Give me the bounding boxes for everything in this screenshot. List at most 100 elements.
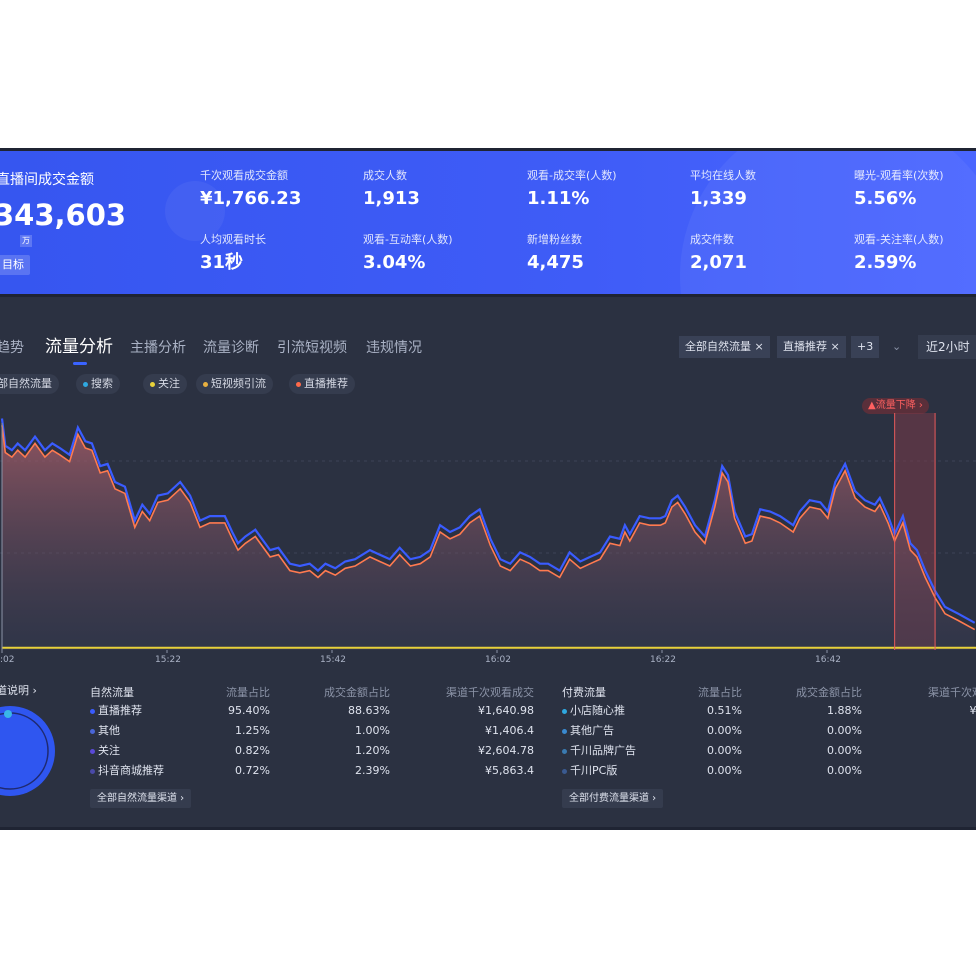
legend-label: 短视频引流 [211, 377, 266, 390]
kpi-label: 新增粉丝数 [527, 233, 582, 246]
x-tick-label: 16:02 [485, 655, 511, 665]
kpi-card: 观看-互动率(人数) 3.04% [363, 233, 453, 274]
unit-badge: 万 [20, 235, 32, 247]
legend-dot-icon [150, 381, 155, 387]
time-range-select[interactable]: 近2小时 [918, 335, 976, 359]
banner-decoration [680, 151, 976, 294]
cell-share: 1.25% [235, 724, 270, 737]
tab-1[interactable]: 流量分析 [45, 337, 113, 365]
kpi-value: 31秒 [200, 252, 244, 273]
legend-chip[interactable]: 搜索 [76, 374, 120, 394]
table-row[interactable]: 千川品牌广告 0.00% 0.00% [562, 744, 976, 764]
kpi-label: 观看-互动率(人数) [363, 233, 453, 246]
channel-dot-icon [90, 748, 95, 754]
filter-tag[interactable]: 全部自然流量 × [679, 336, 770, 358]
legend-chip[interactable]: 关注 [143, 374, 187, 394]
channel-name: 小店随心推 [570, 704, 625, 717]
kpi-card: 新增粉丝数 4,475 [527, 233, 584, 274]
channel-name-cell: 关注 [90, 744, 120, 758]
column-header: 付费流量 [562, 686, 606, 699]
legend-chip[interactable]: 短视频引流 [196, 374, 273, 394]
kpi-value: ¥1,766.23 [200, 188, 302, 209]
channel-dot-icon [562, 708, 567, 714]
table-row[interactable]: 其他 1.25% 1.00% ¥1,406.4 [90, 724, 540, 744]
main-metric-value: 343,603 [0, 198, 127, 232]
table-row[interactable]: 抖音商城推荐 0.72% 2.39% ¥5,863.4 [90, 764, 540, 784]
table-row[interactable]: 千川PC版 0.00% 0.00% [562, 764, 976, 784]
legend-label: 关注 [158, 377, 180, 390]
goal-button[interactable]: 目标 [0, 255, 30, 275]
x-tick-label: 16:42 [815, 655, 841, 665]
all-channels-button[interactable]: 全部自然流量渠道 › [90, 789, 192, 808]
channel-name-cell: 千川PC版 [562, 764, 617, 778]
channel-name-cell: 其他 [90, 724, 120, 738]
channel-name-cell: 抖音商城推荐 [90, 764, 164, 778]
channel-dot-icon [90, 768, 95, 774]
tab-5[interactable]: 违规情况 [366, 340, 422, 356]
channel-name-cell: 直播推荐 [90, 704, 142, 718]
cell-cpm: ¥2,604.78 [478, 744, 534, 757]
channel-name-cell: 小店随心推 [562, 704, 625, 718]
channel-dot-icon [90, 728, 95, 734]
expand-filter-button[interactable]: ⌄ [892, 340, 902, 353]
legend-chip[interactable]: 部自然流量 [0, 374, 59, 394]
legend-label: 部自然流量 [0, 377, 52, 390]
table-row[interactable]: 小店随心推 0.51% 1.88% ¥6.4 [562, 704, 976, 724]
legend-label: 直播推荐 [304, 377, 348, 390]
x-tick-label: 16:22 [650, 655, 676, 665]
tab-2[interactable]: 主播分析 [130, 340, 186, 356]
cell-cpm: ¥1,406.4 [485, 724, 534, 737]
x-tick-label: 15:42 [320, 655, 346, 665]
traffic-drop-alert[interactable]: ▲流量下降 › [862, 398, 929, 414]
area-fill [2, 425, 975, 650]
cell-share: 0.82% [235, 744, 270, 757]
cell-gmv: 0.00% [827, 764, 862, 777]
kpi-value: 3.04% [363, 252, 426, 273]
kpi-card: 平均在线人数 1,339 [690, 169, 756, 210]
channel-dot-icon [562, 768, 567, 774]
cell-gmv: 88.63% [348, 704, 390, 717]
kpi-label: 观看-关注率(人数) [854, 233, 944, 246]
kpi-value: 4,475 [527, 252, 584, 273]
kpi-value: 1.11% [527, 188, 590, 209]
tab-0[interactable]: 趋势 [0, 340, 24, 356]
natural-traffic-table: 自然流量 流量占比 成交金额占比 渠道千次观看成交 直播推荐 95.40% 88.63% ¥1… [90, 686, 540, 816]
legend-chip[interactable]: 直播推荐 [289, 374, 355, 394]
kpi-card: 观看-关注率(人数) 2.59% [854, 233, 944, 274]
kpi-card: 人均观看时长 31秒 [200, 233, 266, 274]
table-row[interactable]: 其他广告 0.00% 0.00% [562, 724, 976, 744]
dashboard-panel: 直播间成交金额 343,603 万 目标 千次观看成交金额 ¥1,766.23 成交… [0, 148, 976, 830]
cell-gmv: 1.00% [355, 724, 390, 737]
channel-dot-icon [90, 708, 95, 714]
main-metric-label: 直播间成交金额 [0, 172, 94, 188]
channel-name: 千川PC版 [570, 764, 618, 777]
tab-3[interactable]: 流量诊断 [203, 340, 259, 356]
filter-tag[interactable]: +3 [851, 336, 880, 358]
channel-name: 其他 [98, 724, 120, 737]
channel-name-cell: 其他广告 [562, 724, 614, 738]
table-row[interactable]: 关注 0.82% 1.20% ¥2,604.78 [90, 744, 540, 764]
kpi-value: 2.59% [854, 252, 917, 273]
legend-dot-icon [83, 381, 88, 387]
column-header: 流量占比 [698, 686, 742, 699]
kpi-card: 曝光-观看率(次数) 5.56% [854, 169, 944, 210]
channel-name: 抖音商城推荐 [98, 764, 164, 777]
channel-name-cell: 千川品牌广告 [562, 744, 636, 758]
channel-explain-link[interactable]: 道说明 › [0, 684, 37, 697]
kpi-label: 成交人数 [363, 169, 407, 182]
column-header: 自然流量 [90, 686, 134, 699]
summary-banner: 直播间成交金额 343,603 万 目标 千次观看成交金额 ¥1,766.23 成交… [0, 151, 976, 297]
x-tick-label: :02 [0, 655, 15, 665]
cell-share: 0.00% [707, 764, 742, 777]
banner-decoration [165, 181, 225, 241]
tab-4[interactable]: 引流短视频 [277, 340, 347, 356]
kpi-card: 成交人数 1,913 [363, 169, 420, 210]
x-tick-label: 15:22 [155, 655, 181, 665]
filter-tag[interactable]: 直播推荐 × [777, 336, 846, 358]
channel-dot-icon [562, 728, 567, 734]
kpi-label: 观看-成交率(人数) [527, 169, 617, 182]
all-channels-button[interactable]: 全部付费流量渠道 › [562, 789, 664, 808]
series-line-live-recommend [1, 425, 976, 631]
table-row[interactable]: 直播推荐 95.40% 88.63% ¥1,640.98 [90, 704, 540, 724]
legend-dot-icon [296, 381, 301, 387]
